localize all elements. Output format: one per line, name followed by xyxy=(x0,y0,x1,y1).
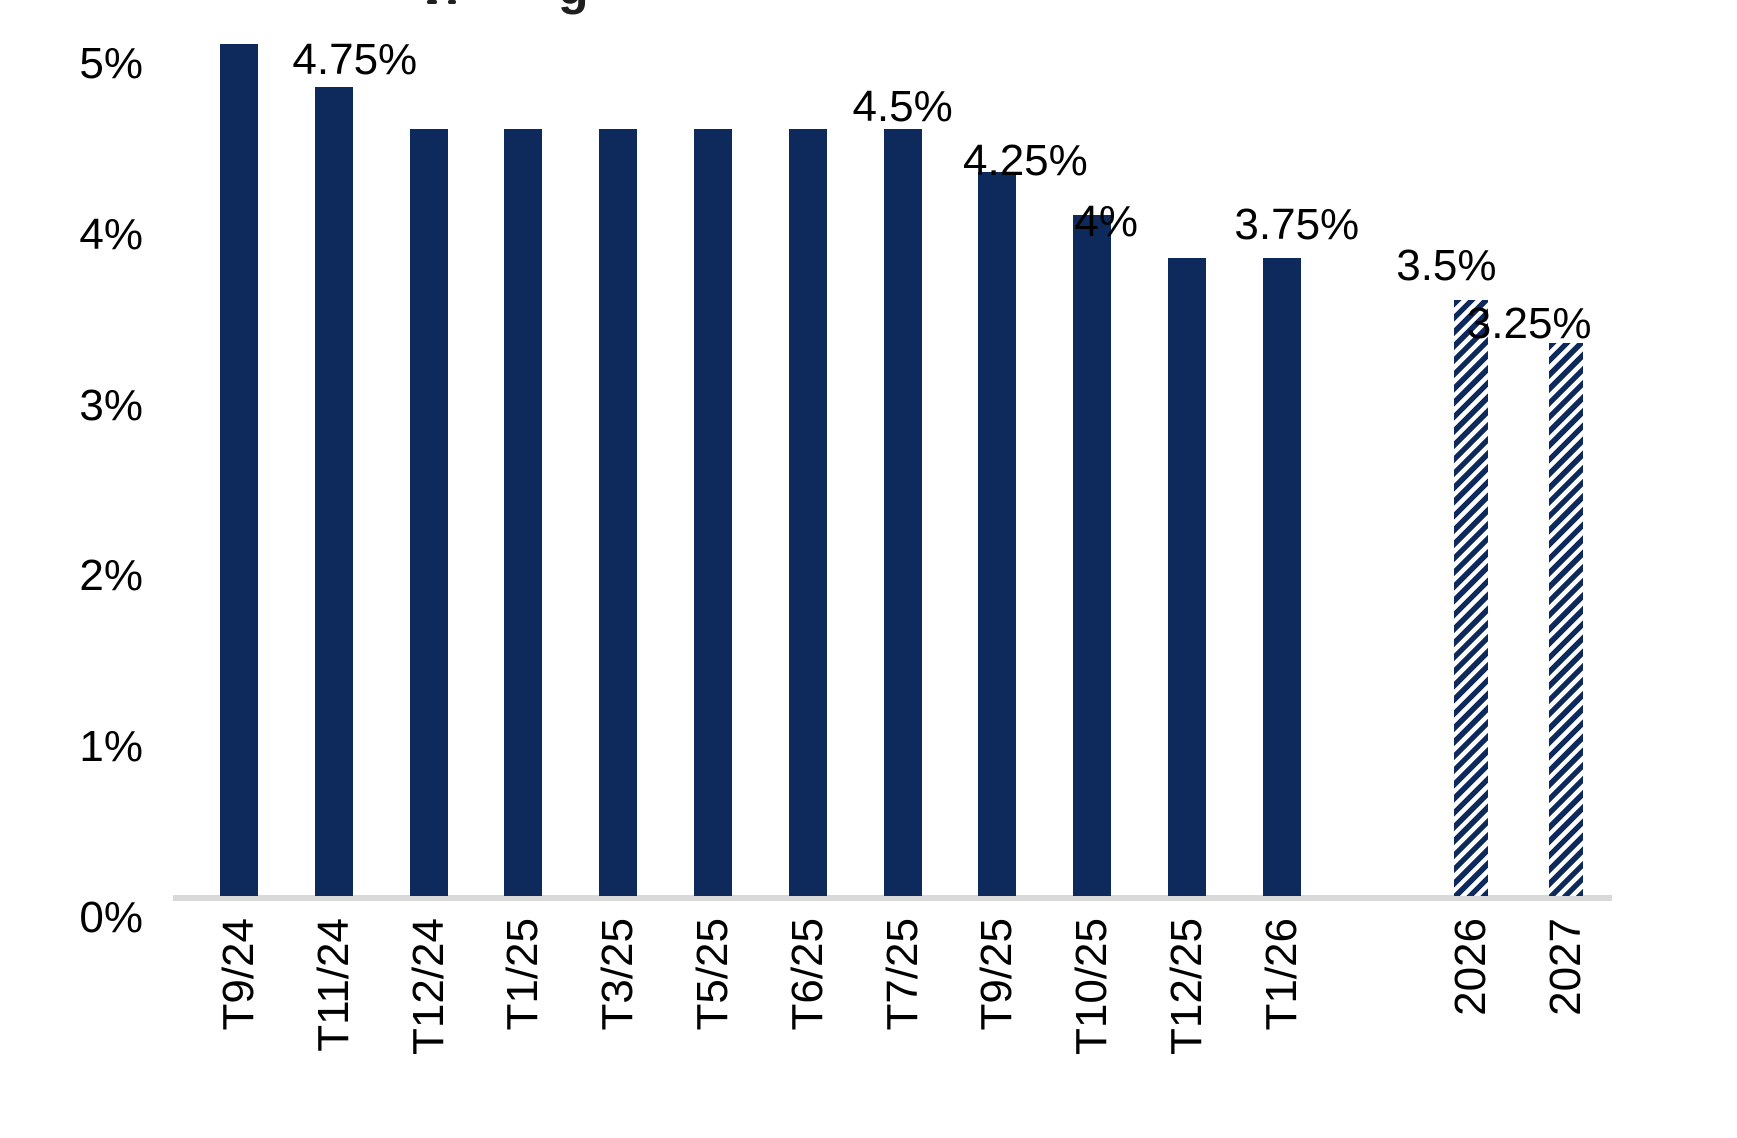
x-tick-t11-24: T11/24 xyxy=(308,918,358,1052)
bar-t10-25 xyxy=(1073,214,1112,896)
x-tick-2027: 2027 xyxy=(1541,918,1591,1016)
x-tick-t6-25: T6/25 xyxy=(782,918,832,1031)
y-tick-3: 3% xyxy=(79,380,143,430)
x-tick-t1-25: T1/25 xyxy=(498,918,548,1031)
y-tick-2: 2% xyxy=(79,551,143,601)
y-tick-0: 0% xyxy=(79,893,143,942)
y-tick-4: 4% xyxy=(79,209,143,259)
bar-2026 xyxy=(1454,300,1489,896)
x-tick-t12-25: T12/25 xyxy=(1162,918,1211,1055)
x-tick-t12-24: T12/24 xyxy=(403,918,453,1055)
y-tick-5: 5% xyxy=(79,39,143,88)
interest-rate-bar-chart: g 5% 4% 3% 2% 1% 0% T9/24 T11/24 T12/24 T1/25 T3/… xyxy=(79,0,1612,1055)
data-label-4-25pct: 4.25% xyxy=(963,136,1088,186)
bar-t7-25 xyxy=(883,129,922,896)
bar-t9-24 xyxy=(220,44,258,896)
x-tick-t3-25: T3/25 xyxy=(593,918,643,1031)
bar-t12-24 xyxy=(409,129,448,896)
data-label-3-25pct: 3.25% xyxy=(1466,298,1592,348)
bar-t12-25 xyxy=(1168,257,1206,896)
y-tick-1: 1% xyxy=(79,722,143,772)
x-tick-t10-25: T10/25 xyxy=(1067,918,1117,1055)
bar-t3-25 xyxy=(599,129,638,896)
bar-t1-26 xyxy=(1262,257,1301,896)
x-tick-t7-25: T7/25 xyxy=(877,918,927,1031)
data-label-4pct: 4% xyxy=(1074,196,1138,246)
clipped-chart-title: g xyxy=(410,0,690,15)
bar-t5-25 xyxy=(694,129,732,896)
x-tick-t9-25: T9/25 xyxy=(972,918,1022,1031)
bar-t6-25 xyxy=(788,129,827,896)
clipped-title-diacritic-mark xyxy=(448,0,456,4)
clipped-title-descender: g xyxy=(558,0,589,12)
x-tick-2026: 2026 xyxy=(1446,918,1496,1016)
data-label-3-75pct: 3.75% xyxy=(1234,199,1360,249)
data-label-4-75pct: 4.75% xyxy=(292,34,418,84)
x-tick-t5-25: T5/25 xyxy=(688,918,737,1031)
x-axis-baseline xyxy=(173,895,1612,901)
data-label-3-5pct: 3.5% xyxy=(1396,241,1497,291)
bar-t1-25 xyxy=(504,129,543,896)
data-label-4-5pct: 4.5% xyxy=(852,82,953,132)
bar-t11-24 xyxy=(314,86,353,896)
bar-t9-25 xyxy=(978,172,1017,896)
x-tick-t9-24: T9/24 xyxy=(214,918,263,1031)
x-tick-t1-26: T1/26 xyxy=(1256,918,1306,1031)
clipped-title-diacritic-mark xyxy=(427,0,437,4)
bar-2027 xyxy=(1549,342,1584,896)
